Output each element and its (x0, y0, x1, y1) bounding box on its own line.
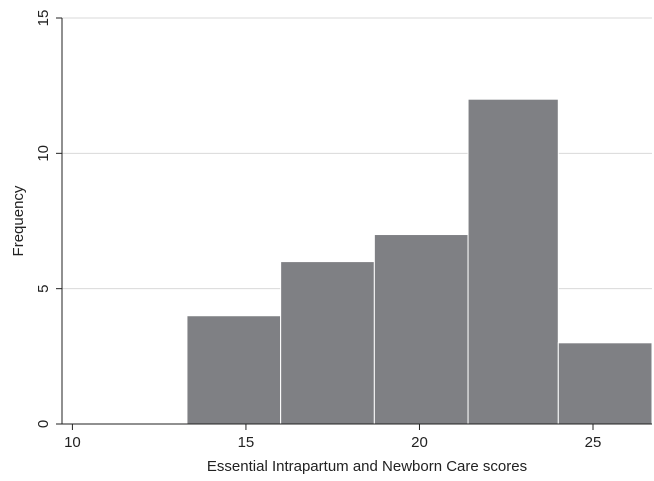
histogram-bars (186, 98, 653, 425)
ticks: 0 5 10 15 10 15 20 25 (35, 10, 601, 451)
y-tick-label: 10 (35, 145, 52, 162)
histogram-bar (373, 234, 469, 425)
histogram-bar (186, 315, 282, 425)
x-tick-label: 15 (238, 434, 255, 451)
histogram-bar (557, 342, 653, 425)
axes (61, 18, 652, 425)
x-tick-label: 25 (585, 434, 602, 451)
y-axis-title: Frequency (10, 185, 27, 256)
histogram-bar (467, 98, 559, 425)
x-tick-label: 10 (64, 434, 81, 451)
y-tick-label: 5 (35, 284, 52, 292)
histogram-bar (280, 261, 375, 425)
x-tick-label: 20 (411, 434, 428, 451)
x-axis-title: Essential Intrapartum and Newborn Care s… (207, 458, 527, 475)
grid-lines (62, 17, 652, 290)
y-tick-label: 15 (35, 10, 52, 27)
y-tick-label: 0 (35, 420, 52, 428)
